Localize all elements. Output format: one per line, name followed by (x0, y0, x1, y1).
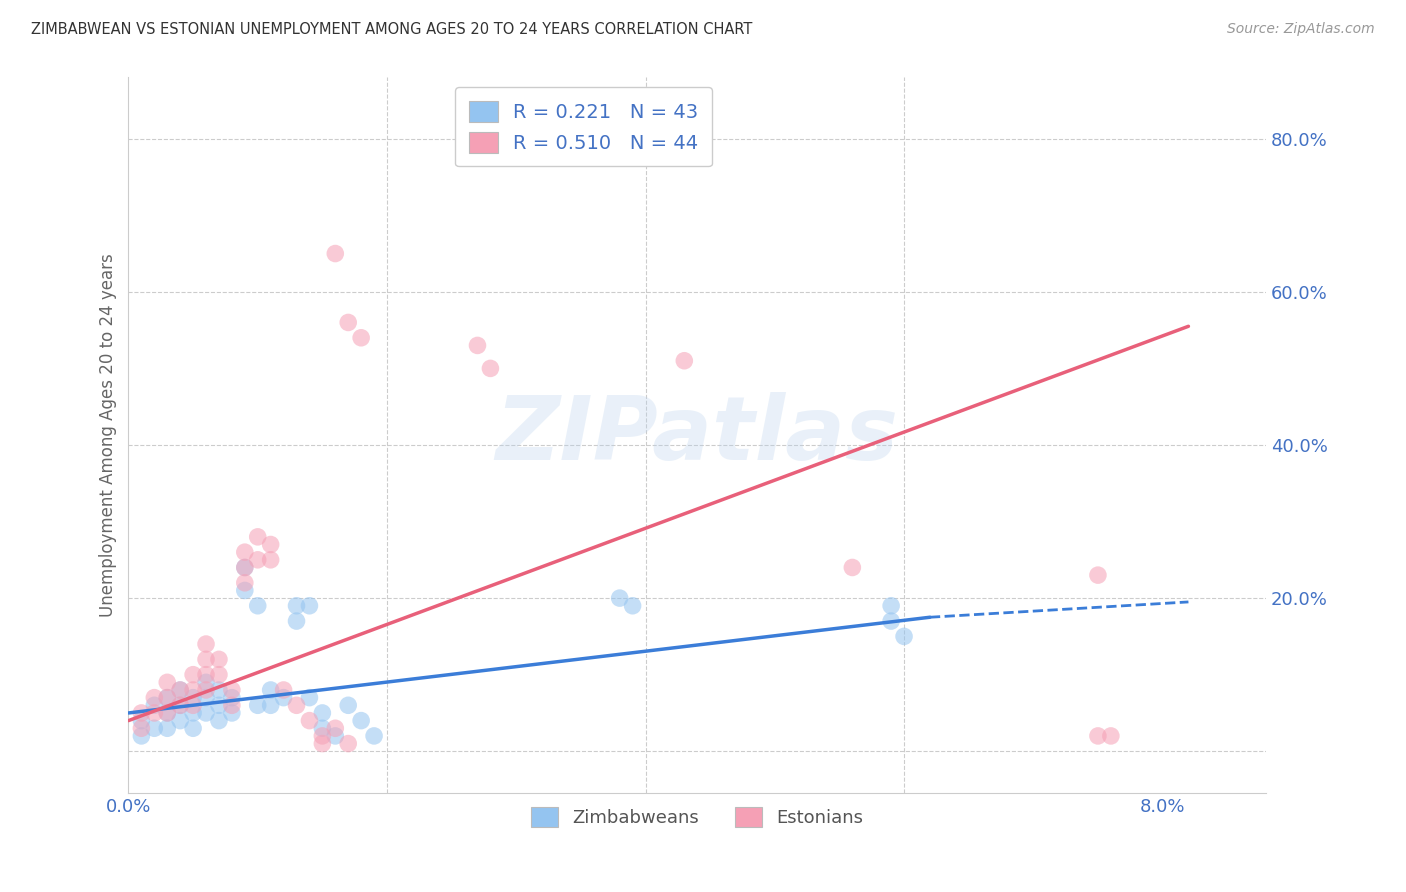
Point (337, 737, 360, 751)
Point (298, 714, 321, 728)
Point (337, 315, 360, 329)
Text: Source: ZipAtlas.com: Source: ZipAtlas.com (1227, 22, 1375, 37)
Point (156, 706, 179, 720)
Point (195, 637, 218, 651)
Point (350, 331, 373, 345)
Text: ZIMBABWEAN VS ESTONIAN UNEMPLOYMENT AMONG AGES 20 TO 24 YEARS CORRELATION CHART: ZIMBABWEAN VS ESTONIAN UNEMPLOYMENT AMON… (31, 22, 752, 37)
Point (311, 729, 333, 743)
Point (169, 683, 191, 698)
Point (131, 721, 153, 735)
Point (169, 714, 191, 728)
Point (479, 361, 502, 376)
Point (181, 683, 204, 698)
Point (233, 545, 256, 559)
Point (609, 591, 631, 606)
Point (156, 721, 179, 735)
Point (311, 721, 333, 735)
Point (156, 690, 179, 705)
Point (181, 706, 204, 720)
Point (208, 698, 231, 713)
Point (156, 675, 179, 690)
Point (233, 560, 256, 574)
Point (273, 690, 295, 705)
Point (143, 690, 166, 705)
Point (363, 729, 385, 743)
Point (337, 698, 360, 713)
Point (143, 698, 166, 713)
Y-axis label: Unemployment Among Ages 20 to 24 years: Unemployment Among Ages 20 to 24 years (100, 253, 117, 617)
Point (169, 698, 191, 713)
Point (1099, 729, 1122, 743)
Point (285, 599, 308, 613)
Point (260, 553, 283, 567)
Point (880, 599, 903, 613)
Point (233, 560, 256, 574)
Point (233, 583, 256, 598)
Point (208, 652, 231, 666)
Point (673, 353, 696, 368)
Point (246, 698, 269, 713)
Point (169, 683, 191, 698)
Text: ZIPatlas: ZIPatlas (496, 392, 898, 479)
Point (1087, 729, 1109, 743)
Point (350, 714, 373, 728)
Point (221, 683, 243, 698)
Point (143, 706, 166, 720)
Point (208, 714, 231, 728)
Point (195, 690, 218, 705)
Point (621, 599, 644, 613)
Point (467, 338, 489, 352)
Point (323, 729, 346, 743)
Point (1087, 568, 1109, 582)
Point (208, 683, 231, 698)
Point (208, 667, 231, 681)
Point (195, 667, 218, 681)
Point (181, 667, 204, 681)
Point (273, 683, 295, 698)
Point (323, 721, 346, 735)
Point (195, 706, 218, 720)
Point (221, 698, 243, 713)
Point (285, 614, 308, 628)
Point (880, 614, 903, 628)
Point (841, 560, 863, 574)
Point (169, 698, 191, 713)
Point (221, 690, 243, 705)
Point (233, 575, 256, 590)
Point (246, 553, 269, 567)
Point (156, 706, 179, 720)
Point (893, 629, 915, 643)
Point (181, 721, 204, 735)
Point (131, 706, 153, 720)
Point (181, 690, 204, 705)
Point (298, 690, 321, 705)
Point (131, 714, 153, 728)
Point (195, 683, 218, 698)
Point (260, 537, 283, 551)
Point (221, 706, 243, 720)
Point (298, 599, 321, 613)
Point (260, 683, 283, 698)
Point (311, 737, 333, 751)
Point (181, 698, 204, 713)
Point (143, 721, 166, 735)
Point (260, 698, 283, 713)
Point (285, 698, 308, 713)
Point (246, 599, 269, 613)
Point (311, 706, 333, 720)
Point (131, 729, 153, 743)
Point (323, 246, 346, 260)
Point (195, 652, 218, 666)
Point (195, 675, 218, 690)
Legend: Zimbabweans, Estonians: Zimbabweans, Estonians (523, 800, 870, 834)
Point (246, 530, 269, 544)
Point (156, 690, 179, 705)
